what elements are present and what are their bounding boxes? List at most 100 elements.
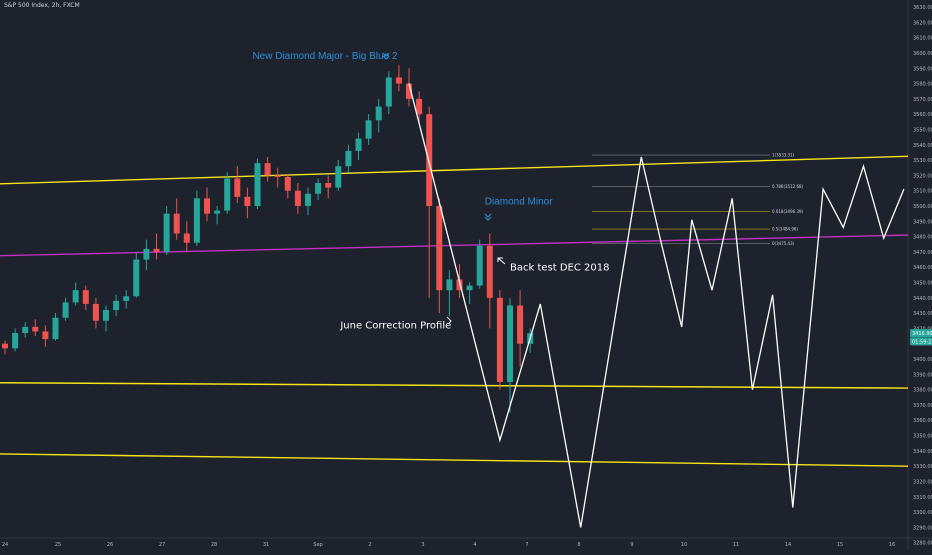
candle-body bbox=[22, 326, 29, 334]
x-tick-label: 24 bbox=[2, 542, 8, 548]
june-correction-marker-icon bbox=[446, 316, 452, 324]
candle-body bbox=[133, 259, 140, 297]
candle-body bbox=[52, 317, 59, 340]
fib-level-label: 0.786(3512.68) bbox=[772, 184, 804, 189]
y-tick-label: 3520.00 bbox=[913, 173, 932, 179]
price-badge bbox=[910, 329, 932, 338]
candle-body bbox=[456, 279, 463, 291]
y-tick-label: 3500.00 bbox=[913, 204, 932, 210]
x-tick-label: 16 bbox=[889, 542, 895, 548]
candle-body bbox=[274, 175, 281, 177]
candle-body bbox=[103, 310, 109, 321]
fib-level-label: 0.5(3484.96) bbox=[772, 227, 798, 232]
candle-body bbox=[486, 245, 493, 298]
y-tick-label: 3610.00 bbox=[913, 36, 932, 42]
candle-body bbox=[446, 279, 453, 291]
candle-body bbox=[92, 303, 99, 321]
candle-body bbox=[375, 106, 382, 121]
y-tick-label: 3300.00 bbox=[913, 510, 932, 516]
candle-body bbox=[12, 333, 19, 349]
y-tick-label: 3280.00 bbox=[913, 541, 932, 547]
candle-body bbox=[315, 183, 322, 194]
candle-body bbox=[123, 296, 130, 301]
y-tick-label: 3330.00 bbox=[913, 464, 932, 470]
candle-body bbox=[507, 305, 513, 382]
fib-level-label: 0.618(3496.39) bbox=[772, 209, 804, 214]
trend-line-lower-yellow bbox=[0, 453, 909, 467]
y-tick-label: 3570.00 bbox=[913, 97, 932, 103]
candle-body bbox=[224, 178, 231, 211]
x-tick-label: 3 bbox=[421, 542, 424, 548]
trend-line-magenta bbox=[0, 234, 909, 257]
candle-body bbox=[294, 190, 301, 206]
y-tick-label: 3390.00 bbox=[913, 372, 932, 378]
candle-body bbox=[466, 285, 473, 291]
candle-body bbox=[517, 305, 524, 344]
candle-body bbox=[365, 120, 372, 139]
trend-line-upper-yellow bbox=[0, 155, 909, 185]
candle-body bbox=[82, 290, 89, 304]
candle-body bbox=[173, 213, 180, 234]
y-tick-label: 3440.00 bbox=[913, 296, 932, 302]
candle-body bbox=[62, 302, 69, 318]
x-tick-label: 2 bbox=[368, 542, 371, 548]
y-tick-label: 3320.00 bbox=[913, 479, 932, 485]
candle-body bbox=[406, 83, 412, 99]
candle-body bbox=[254, 163, 261, 206]
y-tick-label: 3430.00 bbox=[913, 311, 932, 317]
y-tick-label: 3290.00 bbox=[913, 525, 932, 531]
candle-body bbox=[183, 233, 190, 243]
y-tick-label: 3590.00 bbox=[913, 66, 932, 72]
candle-body bbox=[72, 290, 79, 303]
x-tick-label: 31 bbox=[263, 542, 269, 548]
candle-body bbox=[416, 98, 423, 115]
x-tick-label: 14 bbox=[785, 542, 791, 548]
candle-body bbox=[305, 193, 311, 206]
y-tick-label: 3340.00 bbox=[913, 449, 932, 455]
y-tick-label: 3510.00 bbox=[913, 189, 932, 195]
x-tick-label: 15 bbox=[837, 542, 843, 548]
candle-body bbox=[436, 205, 443, 291]
annotation-label: New Diamond Major - Big Blue 2 bbox=[252, 51, 397, 62]
diamond-major-marker-icon bbox=[382, 52, 390, 60]
candle-body bbox=[214, 210, 221, 214]
candle-body bbox=[2, 343, 8, 349]
y-tick-label: 3470.00 bbox=[913, 250, 932, 256]
annotation-label: Diamond Minor bbox=[485, 196, 553, 207]
candle-body bbox=[32, 326, 39, 332]
price-badge bbox=[910, 337, 932, 346]
candle-body bbox=[193, 198, 200, 243]
back-test-arrow-icon bbox=[497, 257, 506, 265]
x-tick-label: 9 bbox=[630, 542, 633, 548]
y-tick-label: 3370.00 bbox=[913, 403, 932, 409]
price-badge-text: 01:59:21 bbox=[912, 339, 932, 345]
chart-title: S&P 500 Index, 2h, FXCM bbox=[4, 2, 80, 9]
candle-body bbox=[395, 77, 402, 84]
y-tick-label: 3450.00 bbox=[913, 281, 932, 287]
y-tick-label: 3350.00 bbox=[913, 434, 932, 440]
x-tick-label: 26 bbox=[107, 542, 113, 548]
y-tick-label: 3530.00 bbox=[913, 158, 932, 164]
x-tick-label: 11 bbox=[733, 542, 739, 548]
annotation-label: June Correction Profile bbox=[339, 320, 451, 331]
y-tick-label: 3560.00 bbox=[913, 112, 932, 118]
y-tick-label: 3490.00 bbox=[913, 219, 932, 225]
candle-body bbox=[143, 248, 150, 260]
x-tick-label: Sep bbox=[313, 542, 322, 548]
plot-background bbox=[0, 0, 908, 538]
y-tick-label: 3540.00 bbox=[913, 143, 932, 149]
candle-body bbox=[163, 213, 170, 252]
y-tick-label: 3400.00 bbox=[913, 357, 932, 363]
y-tick-label: 3310.00 bbox=[913, 495, 932, 501]
price-badge-text: 3416.90 bbox=[912, 331, 932, 337]
candle-body bbox=[476, 245, 483, 286]
trend-line-mid-yellow bbox=[0, 382, 909, 389]
candle-body bbox=[234, 178, 241, 197]
candle-body bbox=[385, 77, 392, 107]
fib-level-label: 1(3533.31) bbox=[772, 153, 795, 158]
y-tick-label: 3620.00 bbox=[913, 20, 932, 26]
candle-body bbox=[345, 150, 352, 167]
diamond-minor-marker-icon bbox=[484, 213, 492, 221]
